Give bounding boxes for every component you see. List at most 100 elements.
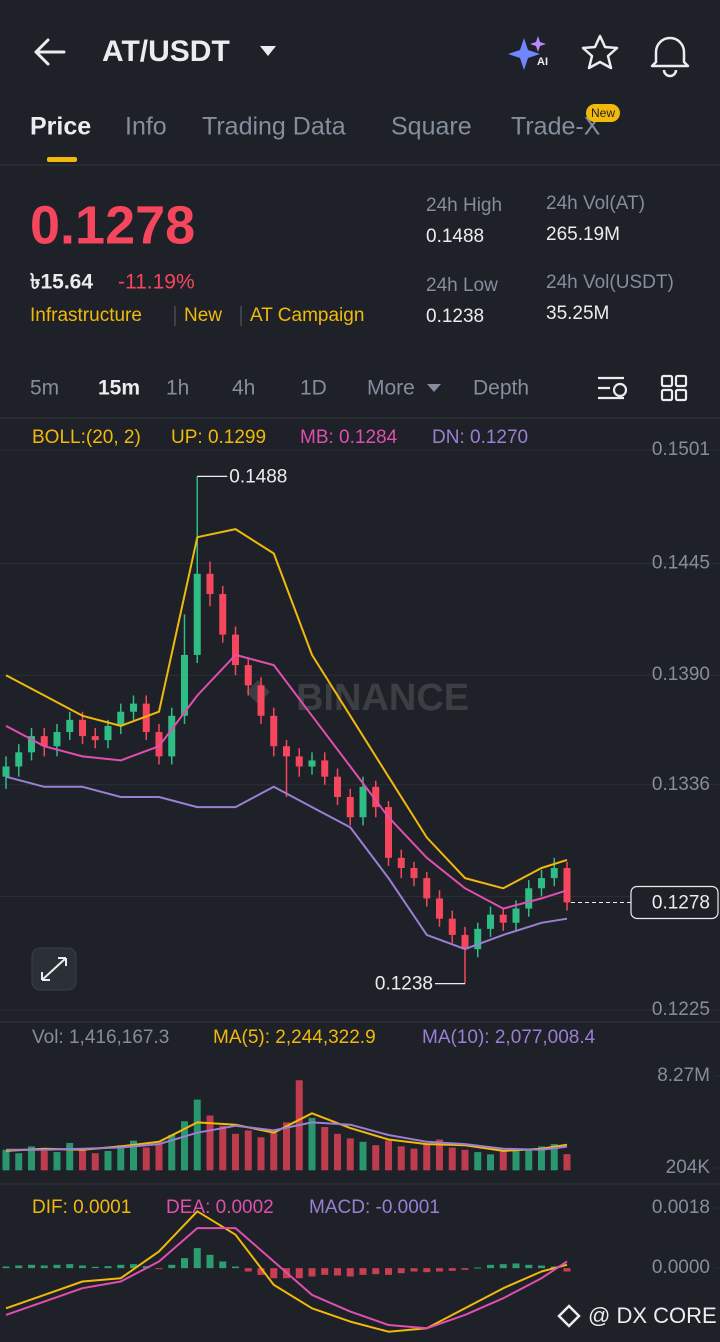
interval[interactable]: More [367, 377, 415, 400]
volume-bar [461, 1149, 469, 1171]
candle-body [244, 665, 252, 686]
volume-bar [104, 1150, 112, 1171]
tab[interactable]: Price [30, 113, 91, 141]
stat-label: 24h Vol(USDT) [546, 272, 674, 293]
dropdown-caret [260, 46, 276, 56]
tag[interactable]: AT Campaign [250, 305, 364, 326]
indicator-line [6, 1121, 568, 1151]
tag[interactable]: New [184, 305, 222, 326]
charts: 0.15010.14450.13900.13360.12810.1225BOLL… [0, 427, 720, 1333]
interval[interactable]: 4h [232, 377, 255, 400]
candle-body [499, 914, 507, 923]
stat-label: 24h Low [426, 275, 498, 296]
tab[interactable]: Square [391, 113, 472, 141]
indicator-legend: MA(10): 2,077,008.4 [422, 1027, 596, 1048]
indicator-legend: Vol: 1,416,167.3 [32, 1027, 169, 1048]
stat-value: 35.25M [546, 303, 609, 324]
candle-body [487, 914, 494, 929]
volume-bar [2, 1149, 10, 1171]
watermark-text: BINANCE [296, 677, 469, 719]
macd-bar [2, 1266, 10, 1269]
stat-label: 24h Vol(AT) [546, 193, 645, 214]
volume-bar [181, 1121, 188, 1171]
macd-bar [372, 1268, 380, 1275]
macd-bar [91, 1266, 99, 1269]
interval-bar: 5m 15m 1h 4h 1D More Depth [30, 377, 529, 400]
macd-bar [346, 1268, 354, 1277]
y-tick-label: 0.0000 [652, 1257, 710, 1278]
macd-bar [66, 1264, 74, 1269]
fullscreen-button[interactable] [31, 947, 77, 991]
candle-body [66, 719, 74, 733]
tab[interactable]: Trade-X [511, 113, 601, 141]
indicator-legend: DIF: 0.0001 [32, 1197, 131, 1218]
alert-button[interactable] [650, 36, 690, 78]
interval[interactable]: 15m [98, 377, 140, 400]
y-tick-label: 204K [666, 1157, 711, 1178]
y-tick-label: 0.1445 [652, 553, 710, 574]
candle-body [410, 867, 418, 879]
interval[interactable]: 1D [300, 377, 327, 400]
candle-body [461, 934, 469, 950]
volume-bar [359, 1141, 367, 1171]
candle-body [512, 908, 520, 923]
ai-sparkle [508, 38, 540, 70]
volume-bar [512, 1148, 520, 1171]
volume-bar [142, 1147, 150, 1171]
macd-bar [525, 1264, 533, 1269]
volume-bar [79, 1148, 86, 1171]
footer-text: @ DX CORE [588, 1303, 717, 1328]
interval[interactable]: Depth [473, 377, 529, 400]
candle-body [270, 715, 278, 747]
macd-bar [155, 1268, 163, 1270]
macd-bar [168, 1264, 176, 1269]
volume-bar [244, 1130, 252, 1171]
layout-button[interactable] [660, 374, 688, 402]
pair-selector[interactable]: AT/USDT [102, 35, 276, 68]
interval[interactable]: 5m [30, 377, 59, 400]
y-tick-label: 0.1390 [652, 664, 710, 685]
indicator-settings-button[interactable] [598, 376, 628, 400]
indicator-legend: UP: 0.1299 [171, 427, 266, 448]
favorite-button[interactable] [581, 34, 619, 70]
macd-bar [461, 1268, 469, 1270]
macd-bar [563, 1268, 571, 1272]
candle-body [397, 857, 405, 868]
price-change: -11.19% [118, 271, 195, 294]
indicator-legend: MA(5): 2,244,322.9 [213, 1027, 376, 1048]
expand-icon [41, 957, 67, 981]
stat-value: 0.1238 [426, 306, 484, 327]
stat-value: 0.1488 [426, 226, 484, 247]
candle-body [525, 888, 533, 909]
tab[interactable]: Info [125, 113, 167, 141]
candle-body [2, 766, 10, 777]
candle-body [359, 786, 367, 818]
macd-bar [232, 1266, 239, 1269]
indicator-legend: DN: 0.1270 [432, 427, 528, 448]
macd-bar [104, 1266, 112, 1269]
candle-body [40, 736, 48, 747]
volume-bar [168, 1134, 176, 1171]
stats: 24h High 0.1488 24h Vol(AT) 265.19M 24h Low 0… [426, 193, 674, 327]
macd-bar [219, 1261, 227, 1269]
interval[interactable]: 1h [166, 377, 189, 400]
candle-body [91, 736, 99, 741]
volume-bar [346, 1138, 354, 1171]
macd-bar [410, 1268, 418, 1272]
candle-body [295, 756, 303, 767]
tag[interactable]: Infrastructure [30, 305, 142, 326]
volume-bar [372, 1145, 380, 1171]
y-tick-label: 0.1225 [652, 999, 710, 1020]
ai-button[interactable]: AI [508, 36, 548, 70]
macd-bar [206, 1254, 214, 1269]
macd-bar [423, 1268, 431, 1273]
last-price-label: 0.1278 [652, 892, 710, 913]
footer-logo [557, 1304, 581, 1328]
macd-bar [28, 1264, 35, 1269]
tab[interactable]: Trading Data [202, 113, 346, 141]
back-button[interactable] [34, 38, 66, 66]
candle-body [448, 918, 456, 935]
